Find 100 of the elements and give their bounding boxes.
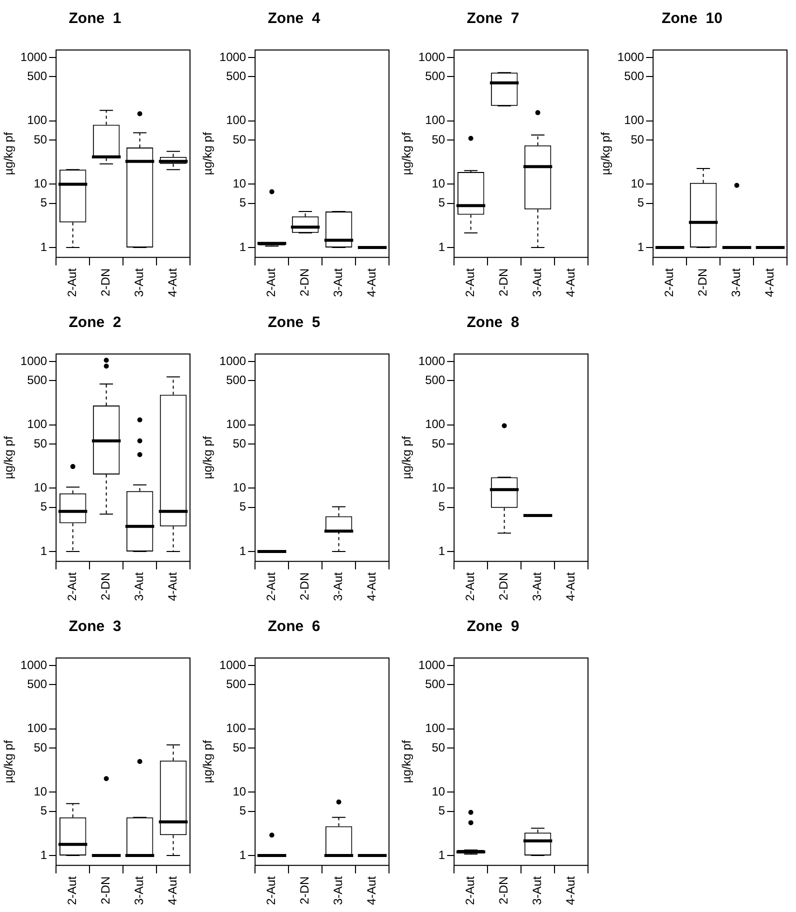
chart-title: Zone 6 — [268, 618, 320, 636]
y-tick-label: 1000 — [20, 50, 48, 64]
y-tick-label: 10 — [630, 176, 644, 191]
chart-title: Zone 3 — [68, 618, 122, 636]
y-tick-label: 1 — [40, 544, 48, 558]
y-tick-label: 500 — [624, 69, 644, 83]
y-tick-label: 10 — [432, 784, 446, 799]
y-tick-label: 1000 — [20, 658, 48, 672]
y-tick-label: 10 — [432, 480, 446, 495]
x-tick-label: 2-Aut — [264, 268, 278, 298]
y-tick-label: 100 — [226, 417, 246, 432]
y-axis-title: µg/kg pf — [200, 436, 215, 480]
x-tick-label: 4-Aut — [364, 268, 379, 298]
x-tick-label: 2-DN — [98, 268, 113, 296]
y-axis-title: µg/kg pf — [400, 740, 414, 784]
x-tick-label: 3-Aut — [331, 268, 346, 298]
y-tick-label: 1000 — [617, 50, 644, 64]
chart-title: Zone 1 — [68, 10, 122, 28]
y-tick-label: 50 — [232, 132, 246, 146]
x-tick-label: 4-Aut — [762, 268, 777, 298]
y-tick-label: 10 — [432, 176, 446, 191]
y-tick-label: 50 — [34, 740, 48, 754]
y-tick-label: 5 — [637, 196, 644, 210]
y-tick-label: 100 — [226, 113, 246, 128]
x-tick-label: 3-Aut — [331, 572, 346, 602]
y-tick-label: 1000 — [20, 354, 48, 368]
y-tick-label: 1 — [40, 848, 48, 862]
y-tick-label: 100 — [27, 417, 48, 432]
y-tick-label: 100 — [226, 721, 246, 736]
x-tick-label: 2-DN — [298, 876, 312, 904]
y-axis-title: µg/kg pf — [200, 740, 215, 784]
y-tick-label: 50 — [432, 740, 446, 754]
y-tick-label: 500 — [27, 677, 48, 691]
x-tick-label: 4-Aut — [166, 268, 180, 298]
y-tick-label: 1 — [239, 544, 246, 558]
y-tick-label: 100 — [27, 113, 48, 128]
y-tick-label: 100 — [425, 113, 446, 128]
y-tick-label: 5 — [239, 500, 246, 514]
y-tick-label: 10 — [232, 480, 246, 495]
y-tick-label: 10 — [34, 176, 48, 191]
y-tick-label: 100 — [27, 721, 48, 736]
x-tick-label: 3-Aut — [530, 572, 544, 602]
y-tick-label: 10 — [34, 784, 48, 799]
x-tick-label: 2-DN — [496, 876, 511, 904]
y-tick-label: 10 — [232, 176, 246, 191]
y-tick-label: 500 — [425, 69, 446, 83]
y-tick-label: 50 — [34, 132, 48, 146]
x-tick-label: 2-Aut — [463, 572, 478, 602]
x-tick-label: 3-Aut — [530, 876, 544, 906]
y-axis-title: µg/kg pf — [2, 436, 16, 480]
y-tick-label: 5 — [438, 500, 446, 514]
x-tick-label: 4-Aut — [166, 572, 180, 602]
x-tick-label: 3-Aut — [530, 268, 544, 298]
y-tick-label: 1000 — [219, 50, 246, 64]
x-tick-label: 2-DN — [496, 572, 511, 600]
y-tick-label: 1000 — [219, 354, 246, 368]
x-tick-label: 2-Aut — [65, 572, 80, 602]
y-axis-title: µg/kg pf — [598, 132, 613, 176]
y-tick-label: 5 — [239, 196, 246, 210]
y-tick-label: 1000 — [418, 50, 446, 64]
y-tick-label: 500 — [27, 69, 48, 83]
x-tick-label: 4-Aut — [364, 876, 379, 906]
y-tick-label: 500 — [226, 677, 246, 691]
chart-title: Zone 4 — [268, 10, 321, 28]
y-tick-label: 10 — [34, 480, 48, 495]
x-tick-label: 3-Aut — [132, 268, 146, 298]
y-tick-label: 1 — [438, 240, 446, 254]
chart-title: Zone 2 — [68, 314, 122, 332]
y-tick-label: 5 — [40, 500, 48, 514]
y-tick-label: 10 — [232, 784, 246, 799]
x-tick-label: 3-Aut — [132, 876, 146, 906]
y-tick-label: 1000 — [418, 658, 446, 672]
y-tick-label: 50 — [630, 132, 644, 146]
x-tick-label: 2-Aut — [662, 268, 676, 298]
chart-title: Zone 10 — [662, 10, 722, 28]
y-tick-label: 500 — [226, 69, 246, 83]
y-tick-label: 50 — [34, 436, 48, 450]
y-axis-title: µg/kg pf — [400, 436, 414, 480]
y-tick-label: 5 — [438, 804, 446, 818]
x-tick-label: 2-DN — [496, 268, 511, 296]
y-tick-label: 500 — [226, 373, 246, 387]
y-tick-label: 5 — [40, 196, 48, 210]
x-tick-label: 4-Aut — [166, 876, 180, 906]
y-tick-label: 1 — [239, 848, 246, 862]
x-tick-label: 2-DN — [98, 876, 113, 904]
y-tick-label: 1 — [438, 544, 446, 558]
y-tick-label: 1 — [637, 240, 644, 254]
chart-title: Zone 9 — [466, 618, 520, 636]
y-tick-label: 1000 — [219, 658, 246, 672]
y-tick-label: 50 — [232, 436, 246, 450]
x-tick-label: 2-DN — [696, 268, 710, 296]
y-tick-label: 500 — [27, 373, 48, 387]
x-tick-label: 4-Aut — [364, 572, 379, 602]
y-tick-label: 1000 — [418, 354, 446, 368]
y-tick-label: 1 — [438, 848, 446, 862]
x-tick-label: 2-DN — [298, 268, 312, 296]
chart-title: Zone 5 — [268, 314, 320, 332]
y-tick-label: 50 — [432, 436, 446, 450]
y-tick-label: 1 — [239, 240, 246, 254]
y-axis-title: µg/kg pf — [2, 132, 16, 176]
